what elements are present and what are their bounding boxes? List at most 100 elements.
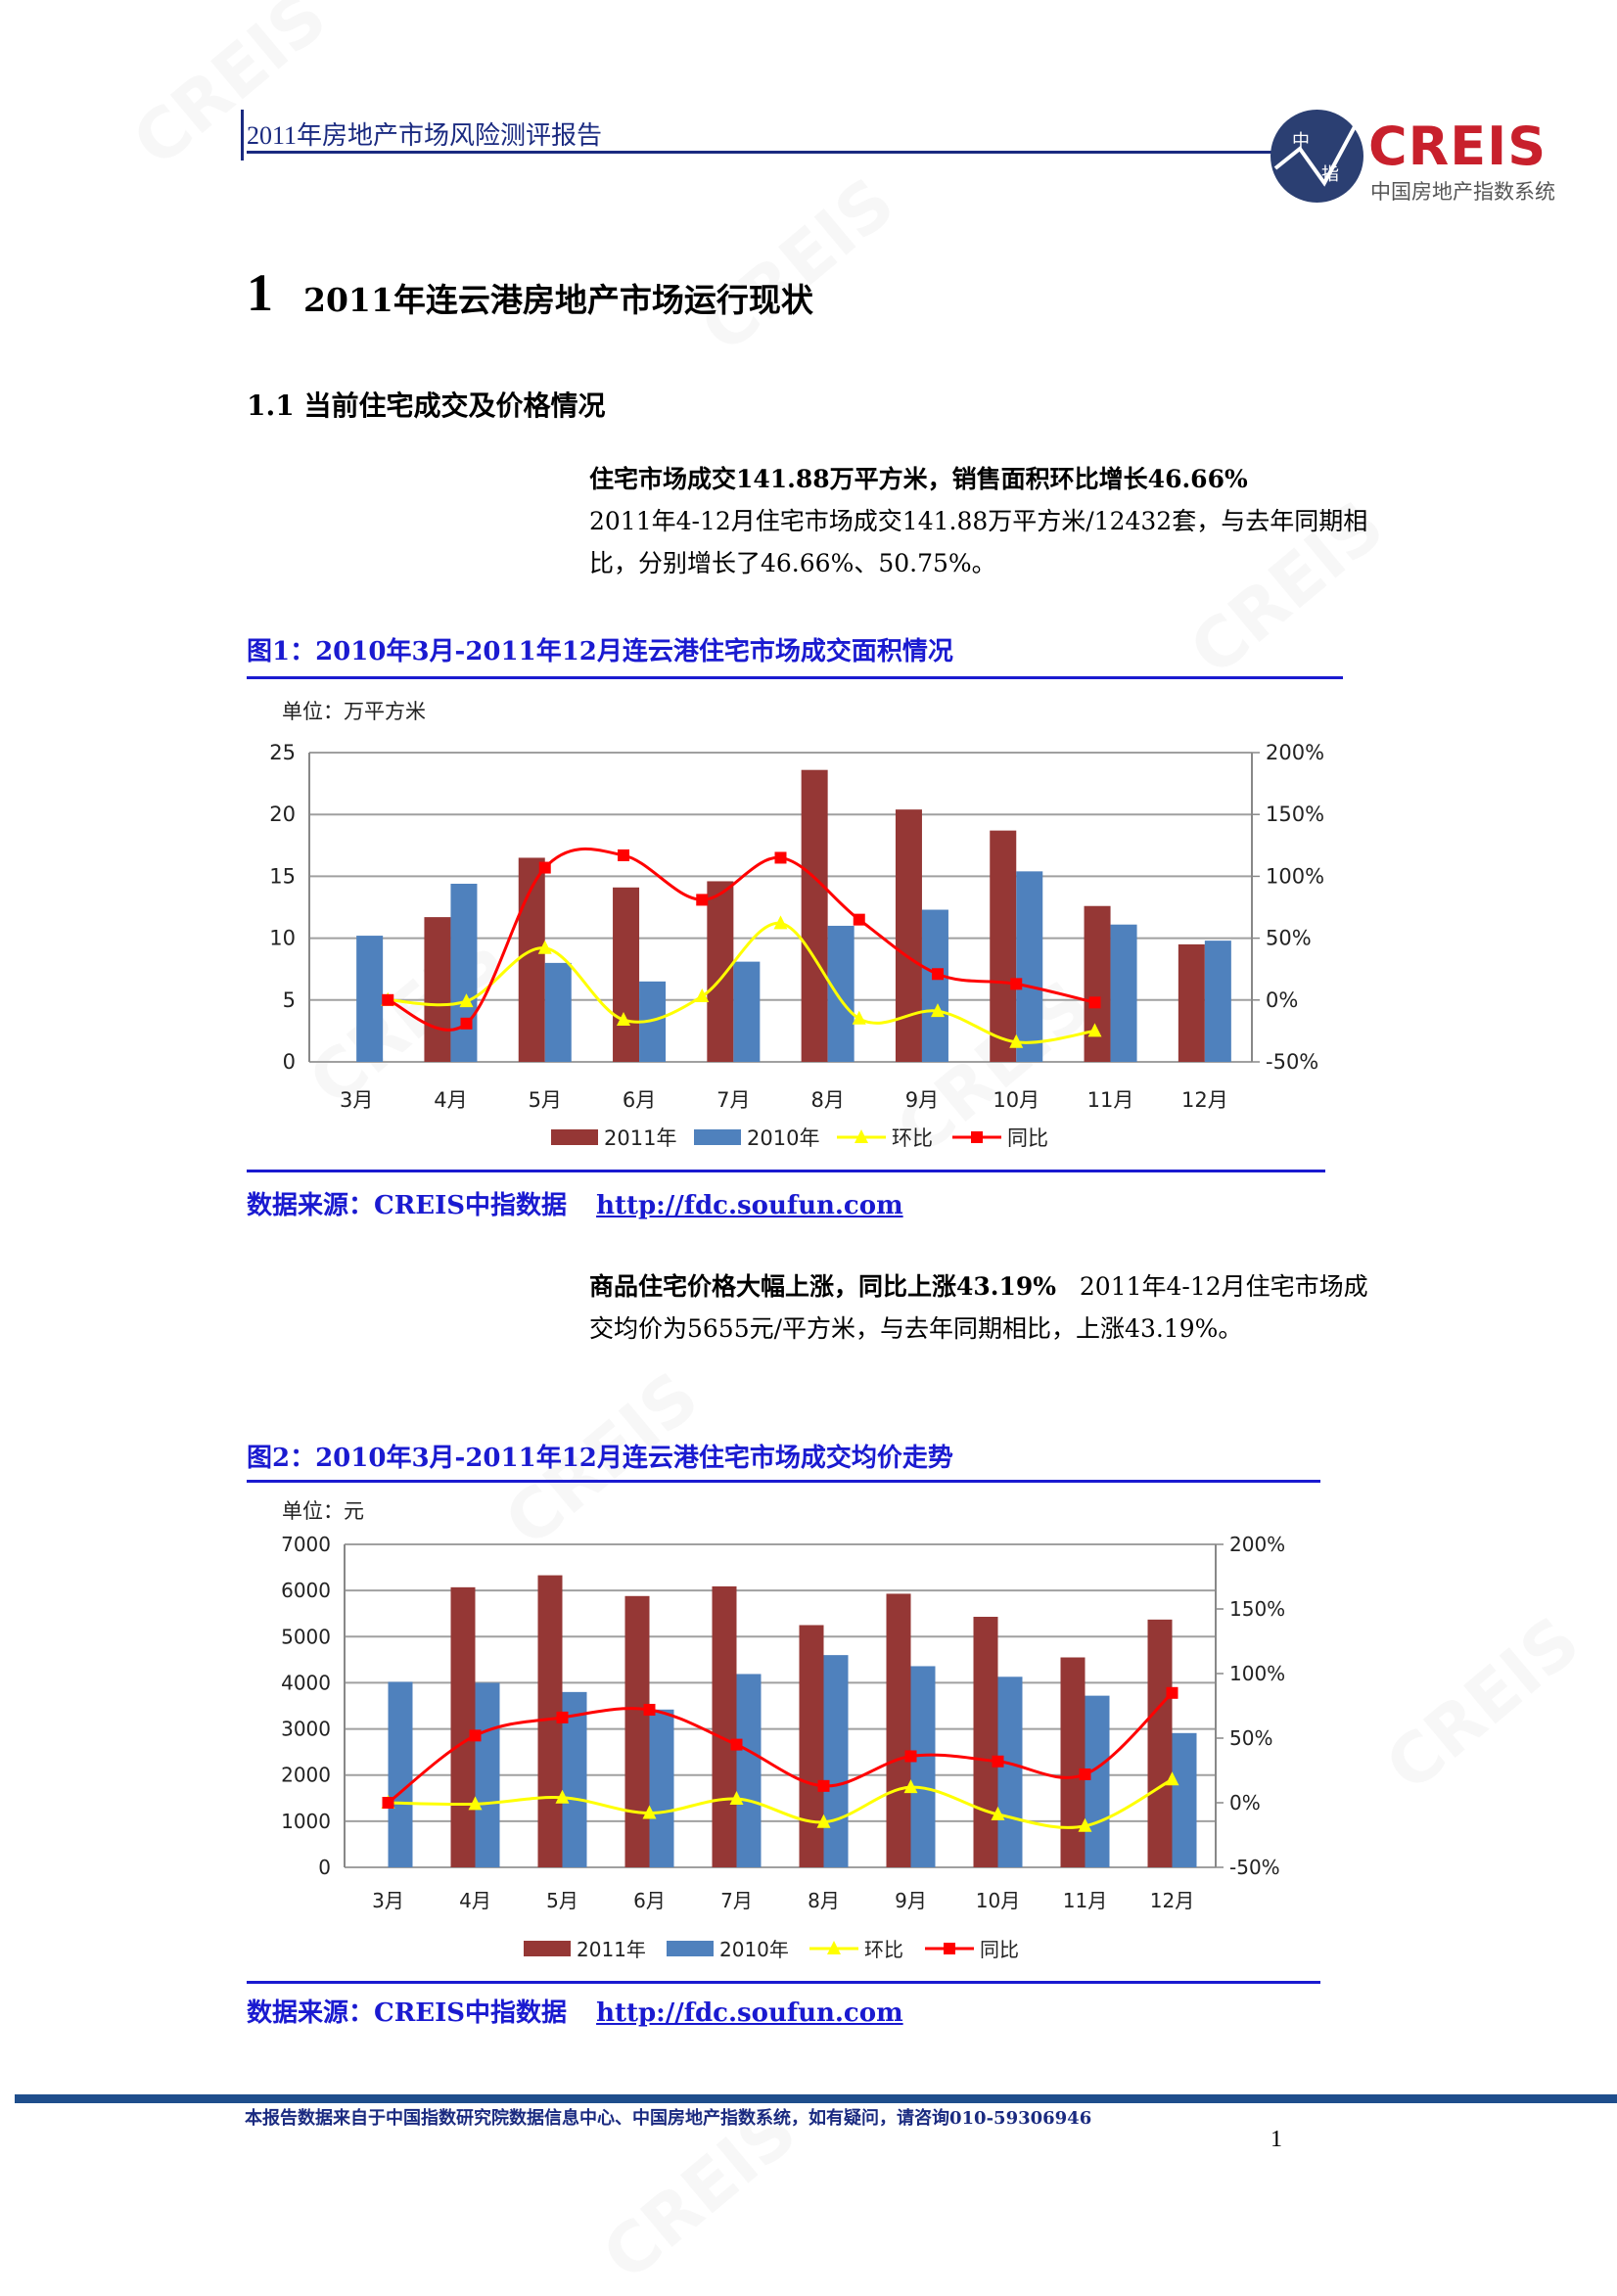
legend-label: 环比: [864, 1938, 903, 1961]
source-link[interactable]: http://fdc.soufun.com: [596, 1998, 903, 2028]
paragraph-lead: 住宅市场成交141.88万平方米，销售面积环比增长46.66%: [589, 465, 1248, 493]
header-accent-bar: [241, 110, 244, 161]
legend-marker: [827, 1941, 841, 1954]
x-tick-label: 8月: [808, 1889, 840, 1912]
logo-wordmark: CREIS: [1368, 115, 1548, 177]
header-divider: [247, 151, 1284, 154]
creis-logo: 中 指 CREIS 中国房地产指数系统: [1270, 108, 1594, 210]
marker-同比: [853, 913, 865, 926]
x-tick-label: 4月: [459, 1889, 491, 1912]
marker-同比: [538, 861, 551, 874]
logo-glyph: 指: [1321, 164, 1339, 185]
marker-同比: [618, 849, 629, 861]
marker-同比: [1010, 978, 1023, 990]
marker-同比: [1079, 1768, 1091, 1780]
marker-环比: [816, 1814, 831, 1828]
y-tick-label: 0: [283, 1050, 296, 1074]
marker-环比: [1078, 1817, 1092, 1832]
x-tick-label: 7月: [720, 1889, 753, 1912]
marker-环比: [617, 1012, 630, 1027]
figure-2-bottom-rule: [247, 1981, 1320, 1984]
source-link[interactable]: http://fdc.soufun.com: [596, 1191, 903, 1220]
bar-2010年: [649, 1709, 674, 1867]
bar-2011年: [712, 1585, 737, 1867]
marker-环比: [1009, 1033, 1024, 1048]
marker-同比: [556, 1711, 569, 1723]
figure-2-unit: 单位：元: [282, 1499, 364, 1523]
x-tick-label: 12月: [1150, 1889, 1194, 1912]
x-tick-label: 4月: [434, 1088, 467, 1112]
y-tick-label: 0: [318, 1856, 331, 1879]
legend-marker: [944, 1943, 955, 1954]
bar-2010年: [356, 936, 384, 1062]
bar-2010年: [736, 1674, 762, 1867]
paragraph-volume: 住宅市场成交141.88万平方米，销售面积环比增长46.66% 2011年4-1…: [589, 458, 1382, 584]
bar-2010年: [921, 909, 948, 1062]
footer-bar: [15, 2094, 1617, 2103]
bar-2011年: [1060, 1657, 1086, 1867]
logo-emblem-icon: 中 指: [1270, 110, 1363, 203]
line-环比: [388, 1777, 1174, 1829]
paragraph-body: 2011年4-12月住宅市场成交141.88万平方米/12432套，与去年同期相…: [589, 507, 1368, 577]
bar-2010年: [997, 1676, 1023, 1867]
y2-tick-label: 50%: [1266, 927, 1312, 950]
paragraph-lead: 商品住宅价格大幅上涨，同比上涨43.19%: [589, 1272, 1057, 1301]
marker-环比: [729, 1791, 744, 1806]
x-tick-label: 3月: [340, 1088, 373, 1112]
y2-tick-label: -50%: [1266, 1050, 1318, 1074]
marker-环比: [468, 1796, 483, 1811]
page-number: 1: [1270, 2127, 1282, 2152]
figure-1-top-rule: [247, 676, 1343, 679]
y2-tick-label: 100%: [1229, 1662, 1285, 1685]
y2-tick-label: 50%: [1229, 1726, 1272, 1750]
x-tick-label: 6月: [623, 1088, 656, 1112]
legend-label: 同比: [1007, 1126, 1048, 1150]
x-tick-label: 11月: [1063, 1889, 1107, 1912]
y-tick-label: 4000: [281, 1671, 331, 1694]
legend-label: 2011年: [577, 1938, 646, 1961]
y-tick-label: 7000: [281, 1533, 331, 1556]
figure-2-top-rule: [247, 1480, 1320, 1483]
bar-2010年: [1085, 1695, 1110, 1867]
marker-环比: [642, 1805, 657, 1819]
x-tick-label: 11月: [1087, 1088, 1134, 1112]
marker-环比: [459, 993, 474, 1008]
figure-1-title: 图1：2010年3月-2011年12月连云港住宅市场成交面积情况: [247, 637, 953, 666]
marker-同比: [382, 1797, 394, 1809]
y-tick-label: 1000: [281, 1810, 331, 1833]
x-tick-label: 10月: [976, 1889, 1020, 1912]
marker-同比: [730, 1738, 743, 1751]
marker-环比: [773, 915, 788, 930]
marker-环比: [931, 1003, 945, 1018]
y-tick-label: 3000: [281, 1718, 331, 1741]
x-tick-label: 8月: [810, 1088, 844, 1112]
marker-环比: [555, 1789, 570, 1804]
bar-2011年: [613, 887, 640, 1062]
bar-2010年: [1016, 871, 1043, 1062]
bar-2010年: [1172, 1732, 1197, 1867]
bar-2010年: [388, 1681, 413, 1867]
legend-swatch: [667, 1941, 714, 1956]
figure-2-title: 图2：2010年3月-2011年12月连云港住宅市场成交均价走势: [247, 1444, 953, 1473]
y-tick-label: 25: [269, 741, 296, 764]
section-title: 2011年连云港房地产市场运行现状: [303, 281, 813, 319]
marker-同比: [696, 894, 709, 906]
x-tick-label: 10月: [993, 1088, 1040, 1112]
bar-2010年: [1110, 924, 1137, 1062]
marker-环比: [1087, 1023, 1102, 1037]
y2-tick-label: 150%: [1266, 803, 1324, 826]
marker-同比: [1088, 996, 1101, 1009]
figure-1-bottom-rule: [247, 1170, 1325, 1172]
legend-label: 环比: [892, 1126, 933, 1150]
y2-tick-label: 0%: [1266, 988, 1298, 1012]
x-tick-label: 3月: [372, 1889, 404, 1912]
bar-2011年: [707, 881, 734, 1062]
bar-2010年: [1204, 941, 1231, 1062]
x-tick-label: 9月: [905, 1088, 939, 1112]
line-环比: [388, 921, 1095, 1044]
section-number: 1: [247, 263, 273, 322]
legend-marker: [971, 1131, 983, 1143]
legend-label: 2010年: [747, 1126, 819, 1150]
bar-2011年: [450, 1586, 476, 1867]
